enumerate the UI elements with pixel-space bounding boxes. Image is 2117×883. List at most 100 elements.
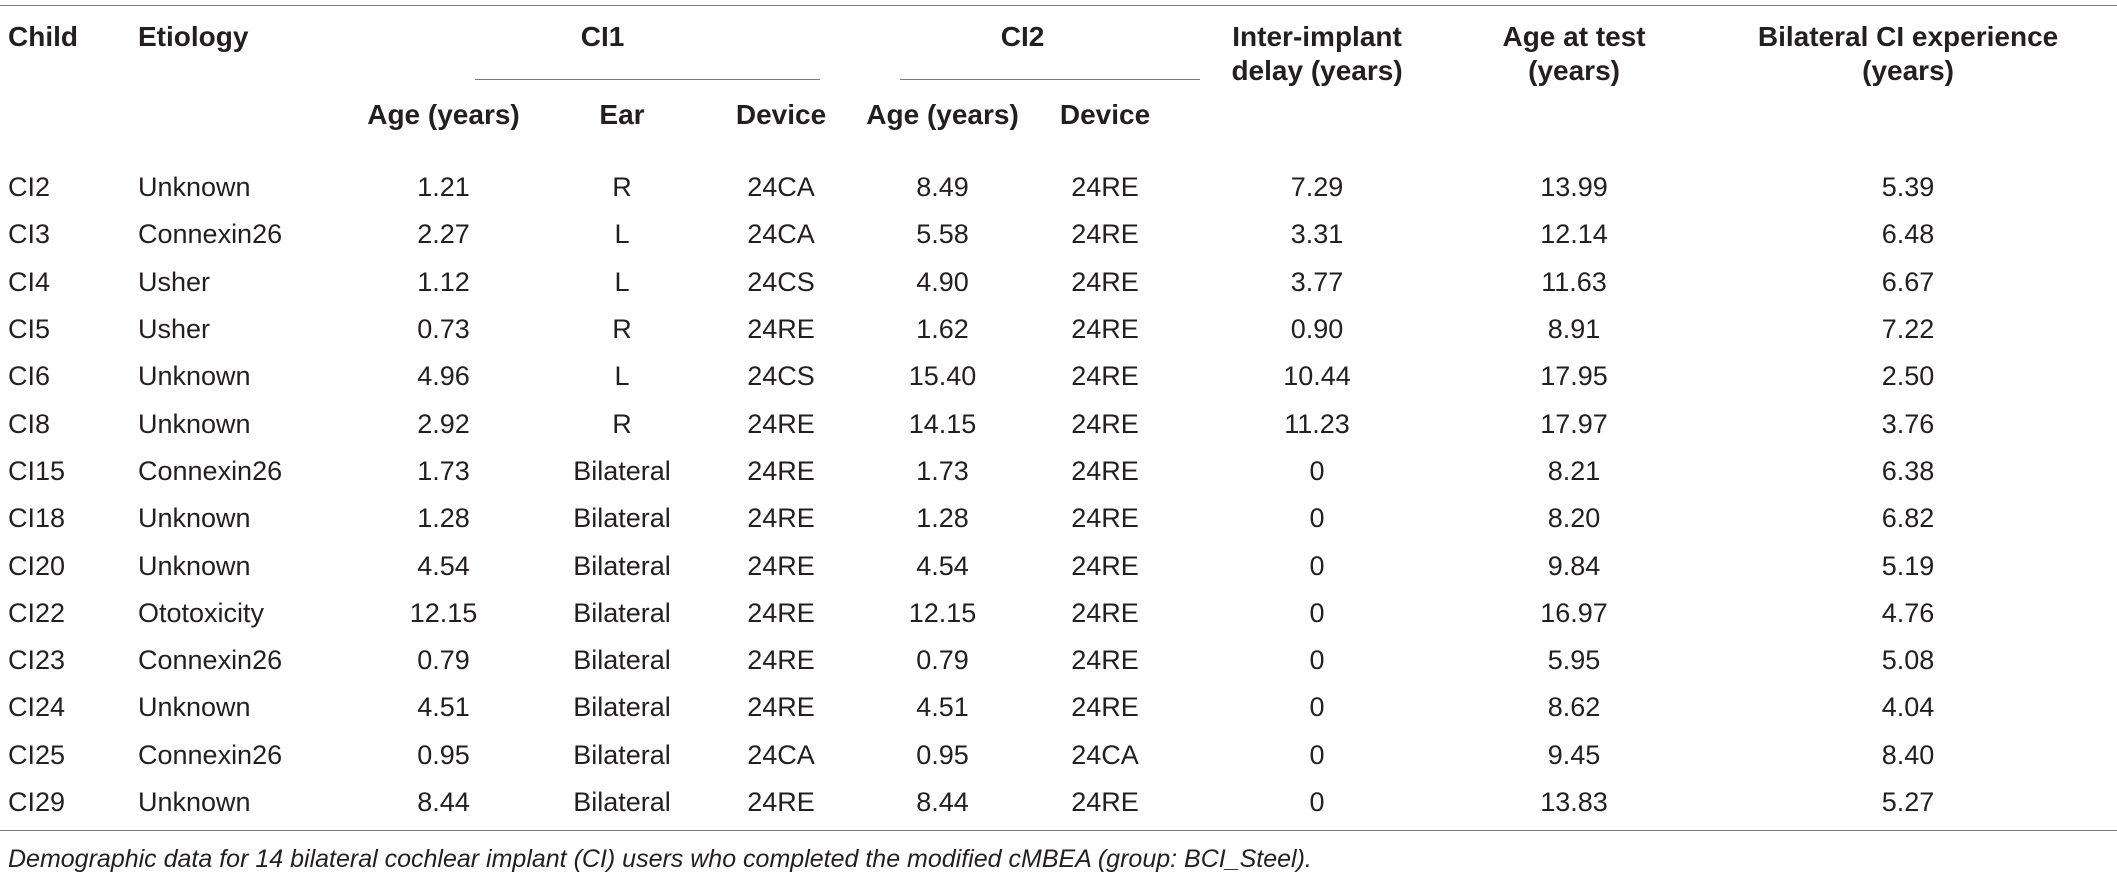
cell-ci1-device: 24CS: [747, 266, 815, 297]
cell-bilateral-experience: 2.50: [1881, 361, 1935, 392]
table-row: CI20 Unknown 4.54 Bilateral 24RE 4.54 24RE 0 9.8…: [0, 542, 2117, 589]
cell-ci1-device: 24CA: [747, 219, 815, 250]
cell-ci1-device: 24CA: [747, 739, 815, 770]
cell-ci2-device: 24RE: [1071, 314, 1139, 345]
table-row: CI5 Usher 0.73 R 24RE 1.62 24RE 0.90 8.91 7.22: [0, 306, 2117, 353]
header-delay-line1: Inter-implant: [1232, 21, 1402, 52]
cell-age-at-test: 17.97: [1540, 408, 1608, 439]
cell-etiology: Connexin26: [138, 219, 283, 250]
cell-bilateral-experience: 6.48: [1881, 219, 1935, 250]
cell-inter-implant-delay: 10.44: [1283, 361, 1351, 392]
cell-ci2-device: 24RE: [1071, 503, 1139, 534]
cell-ci1-device: 24RE: [747, 503, 815, 534]
cell-child: CI6: [8, 361, 51, 392]
table-row: CI4 Usher 1.12 L 24CS 4.90 24RE 3.77 11.63 6.67: [0, 259, 2117, 306]
cell-child: CI2: [8, 172, 51, 203]
table-header: Child Etiology CI1 CI2 Inter-implant del…: [0, 6, 2117, 158]
cell-age-at-test: 8.62: [1547, 692, 1601, 723]
header-ci1-ear: Ear: [599, 99, 645, 130]
cell-ci2-age: 1.28: [916, 503, 969, 534]
cell-child: CI15: [8, 455, 66, 486]
ci1-group-rule: [475, 79, 820, 80]
cell-age-at-test: 8.21: [1547, 455, 1601, 486]
cell-inter-implant-delay: 3.77: [1290, 266, 1344, 297]
table-row: CI3 Connexin26 2.27 L 24CA 5.58 24RE 3.31 12.14 6…: [0, 211, 2117, 258]
cell-inter-implant-delay: 0: [1309, 550, 1325, 581]
cell-ci2-device: 24RE: [1071, 408, 1139, 439]
cell-ci1-age: 8.44: [345, 778, 542, 832]
header-bilateral-experience: Bilateral CI experience (years): [1699, 6, 2117, 158]
cell-ci1-age: 0.79: [417, 645, 470, 676]
cell-inter-implant-delay: 0: [1309, 503, 1325, 534]
cell-ci1-age: 2.92: [417, 408, 470, 439]
cell-inter-implant-delay: 0: [1309, 739, 1325, 770]
header-delay-line2: delay (years): [1231, 55, 1403, 86]
cell-bilateral-experience: 7.22: [1881, 314, 1935, 345]
header-etiology: Etiology: [138, 21, 249, 52]
cell-inter-implant-delay: 0: [1309, 597, 1325, 628]
cell-bilateral-experience: 4.04: [1881, 692, 1935, 723]
table-body: CI2 Unknown 1.21 R 24CA 8.49 24RE 7.29 13.99 5.39…: [0, 158, 2117, 832]
header-age-at-test: Age at test (years): [1449, 6, 1699, 158]
cell-ci1-ear: L: [614, 266, 630, 297]
cell-child: CI20: [8, 550, 66, 581]
header-ci2-group: CI2: [860, 6, 1201, 90]
cell-age-at-test: 13.83: [1449, 778, 1700, 832]
cell-ci1-device: 24RE: [747, 692, 815, 723]
cell-age-at-test: 9.84: [1547, 550, 1601, 581]
cell-ci2-device: 24RE: [1071, 219, 1139, 250]
header-ci1: CI1: [580, 21, 625, 52]
cell-ci1-ear: Bilateral: [573, 550, 671, 581]
cell-age-at-test: 8.91: [1547, 314, 1601, 345]
cell-ci1-ear: Bilateral: [573, 645, 671, 676]
header-ci2-age: Age (years): [866, 99, 1019, 130]
cell-bilateral-experience: 4.76: [1881, 597, 1935, 628]
cell-ci1-ear: R: [612, 314, 632, 345]
cell-bilateral-experience: 6.38: [1881, 455, 1935, 486]
header-ci1-group: CI1: [345, 6, 860, 90]
cell-child: CI8: [8, 408, 51, 439]
table-row: CI23 Connexin26 0.79 Bilateral 24RE 0.79 24RE 0…: [0, 637, 2117, 684]
cell-ci1-ear: Bilateral: [573, 503, 671, 534]
cell-inter-implant-delay: 11.23: [1284, 408, 1350, 439]
cell-inter-implant-delay: 0: [1185, 778, 1450, 832]
cell-ci1-age: 4.96: [417, 361, 470, 392]
cell-child: CI18: [8, 503, 66, 534]
cell-ci2-device: 24RE: [1071, 361, 1139, 392]
cell-etiology: Unknown: [138, 172, 251, 203]
cell-ci2-device: 24RE: [1071, 455, 1139, 486]
cell-ci1-device: 24RE: [747, 645, 815, 676]
cell-ci2-age: 4.54: [916, 550, 969, 581]
cell-bilateral-experience: 5.08: [1881, 645, 1935, 676]
header-ci2-device: Device: [1059, 99, 1151, 130]
header-bil-line2: (years): [1862, 55, 1954, 86]
cell-inter-implant-delay: 7.29: [1290, 172, 1344, 203]
cell-etiology: Connexin26: [138, 645, 283, 676]
cell-ci1-age: 4.51: [417, 692, 470, 723]
table-row: CI15 Connexin26 1.73 Bilateral 24RE 1.73 24RE 0…: [0, 448, 2117, 495]
cell-ci1-ear: Bilateral: [573, 692, 671, 723]
cell-bilateral-experience: 5.19: [1881, 550, 1935, 581]
cell-etiology: Unknown: [138, 408, 251, 439]
cell-child: CI25: [8, 739, 66, 770]
cell-child: CI29: [0, 778, 130, 832]
table-caption: Demographic data for 14 bilateral cochle…: [8, 845, 1312, 873]
cell-ci1-age: 1.21: [417, 172, 470, 203]
cell-age-at-test: 17.95: [1540, 361, 1608, 392]
header-test-line1: Age at test: [1502, 21, 1646, 52]
cell-bilateral-experience: 6.82: [1881, 503, 1935, 534]
table-row: CI25 Connexin26 0.95 Bilateral 24CA 0.95 24CA 0…: [0, 732, 2117, 779]
table-row: CI18 Unknown 1.28 Bilateral 24RE 1.28 24RE 0 8.2…: [0, 495, 2117, 542]
cell-child: CI5: [8, 314, 51, 345]
cell-ci1-age: 4.54: [417, 550, 470, 581]
cell-ci2-age: 0.79: [916, 645, 969, 676]
cell-etiology: Unknown: [138, 692, 251, 723]
cell-age-at-test: 12.14: [1540, 219, 1608, 250]
header-test-line2: (years): [1528, 55, 1620, 86]
cell-ci1-age: 1.12: [417, 266, 470, 297]
cell-etiology: Usher: [138, 314, 211, 345]
cell-ci2-age: 15.40: [908, 361, 977, 392]
cell-bilateral-experience: 5.39: [1881, 172, 1935, 203]
cell-ci2-age: 0.95: [916, 739, 969, 770]
